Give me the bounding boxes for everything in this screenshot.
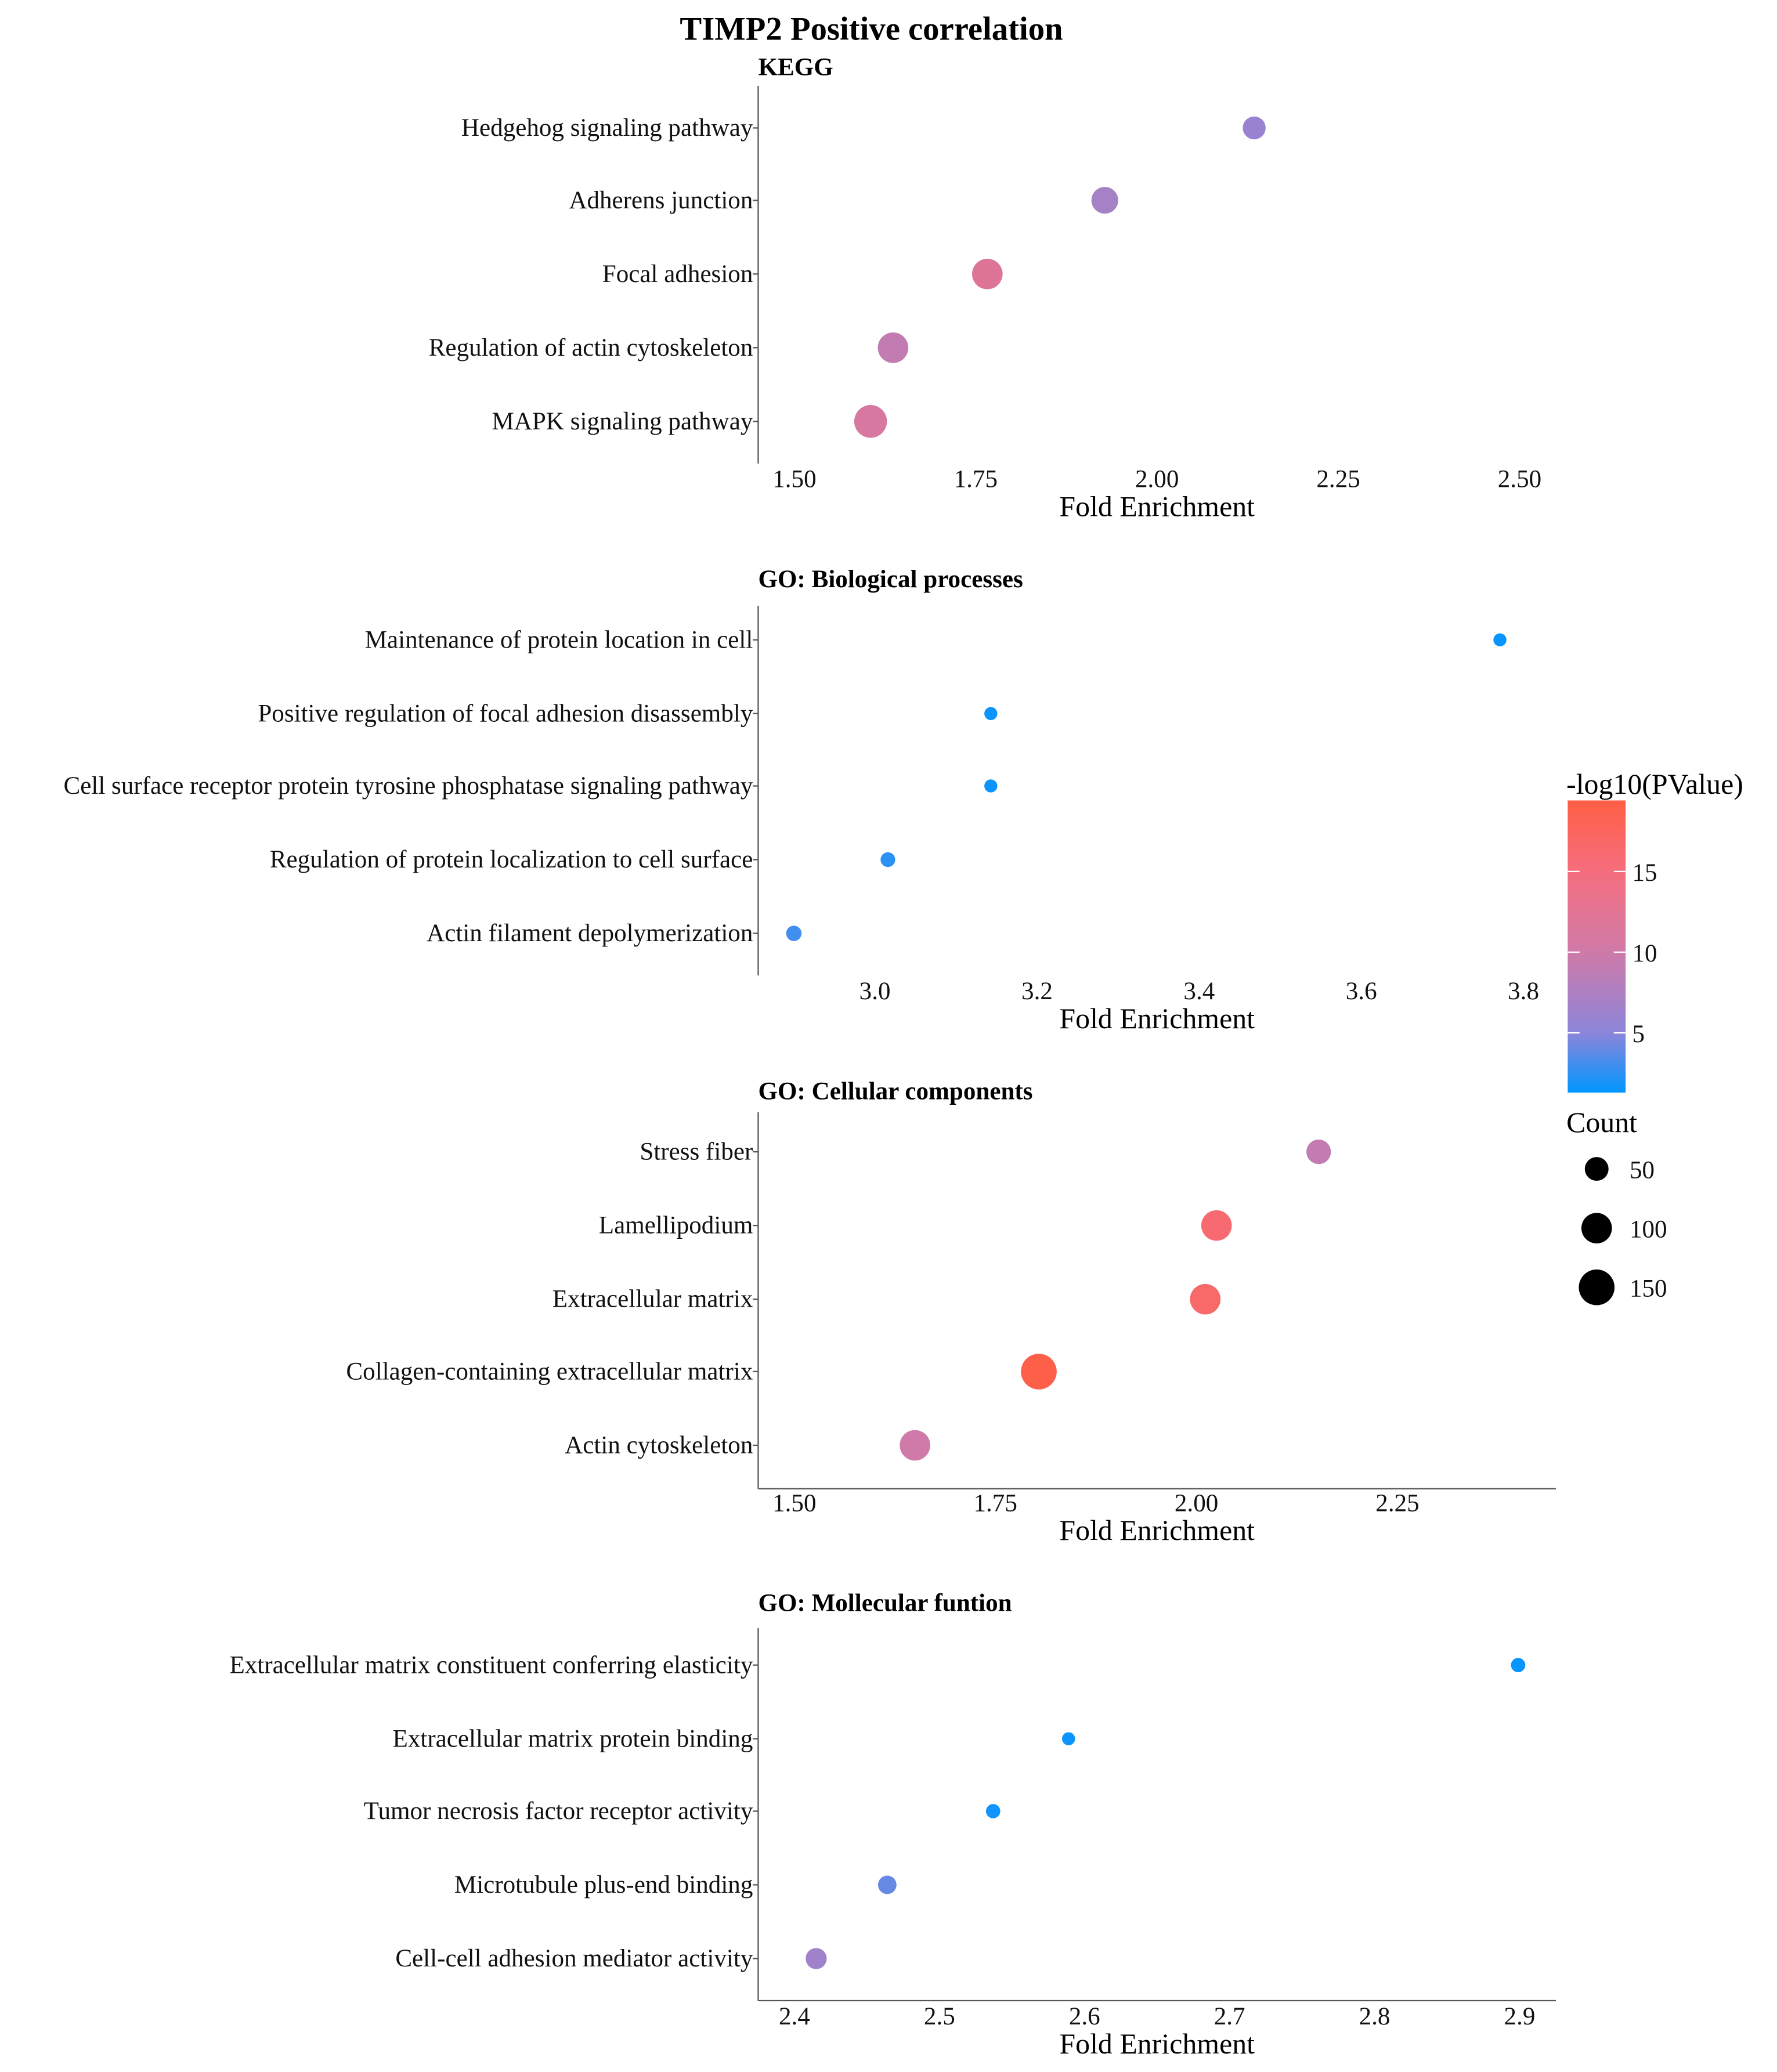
panel-3: GO: Mollecular funtion 2.4 2.5 2.6 2.7 2.8 2.9… <box>229 1590 1556 2060</box>
x-tick-label: 2.4 <box>779 2003 810 2030</box>
data-point <box>900 1430 930 1461</box>
panel-title: KEGG <box>758 54 833 81</box>
data-point <box>985 1804 1001 1818</box>
panel-1: GO: Biological processes 3.0 3.2 3.4 3.6 3.8 F… <box>64 566 1540 1035</box>
data-point <box>1201 1210 1232 1241</box>
y-tick-label: Regulation of actin cytoskeleton <box>429 334 753 361</box>
data-point <box>1511 1658 1526 1673</box>
colorbar-tick-label: 10 <box>1632 940 1657 967</box>
x-tick-label: 2.50 <box>1498 466 1541 493</box>
x-tick-label: 2.8 <box>1359 2003 1390 2030</box>
colorbar-tick-label: 5 <box>1632 1021 1645 1048</box>
x-axis-label: Fold Enrichment <box>1059 1514 1255 1546</box>
data-point <box>984 779 998 793</box>
y-tick-label: Cell-cell adhesion mediator activity <box>395 1945 753 1972</box>
y-tick-label: Actin filament depolymerization <box>427 920 753 947</box>
data-point <box>877 332 909 363</box>
y-tick-label: Regulation of protein localization to ce… <box>270 846 753 873</box>
colorbar <box>1567 800 1626 1093</box>
panel-0: KEGG 1.50 1.75 2.00 2.25 2.50 Fold Enrichment H… <box>429 54 1541 523</box>
size-legend-label: 100 <box>1630 1216 1667 1243</box>
x-tick-label: 1.75 <box>974 1489 1017 1517</box>
size-legend-dot <box>1584 1157 1609 1181</box>
data-point <box>806 1948 827 1969</box>
x-tick-label: 2.7 <box>1214 2003 1245 2030</box>
x-tick-label: 3.8 <box>1508 978 1539 1005</box>
color-legend-title: -log10(PValue) <box>1566 768 1743 800</box>
x-tick-label: 1.50 <box>772 1489 816 1517</box>
x-tick-label: 2.00 <box>1175 1489 1218 1517</box>
colorbar-tick-label: 15 <box>1632 859 1657 887</box>
y-tick-label: Actin cytoskeleton <box>565 1432 753 1459</box>
x-axis-label: Fold Enrichment <box>1059 491 1255 523</box>
size-legend-label: 150 <box>1630 1275 1667 1303</box>
size-legend-dot <box>1579 1269 1615 1306</box>
y-tick-label: Focal adhesion <box>602 261 753 288</box>
y-tick-label: Stress fiber <box>640 1138 753 1166</box>
y-tick-label: Maintenance of protein location in cell <box>365 626 753 653</box>
y-tick-label: Cell surface receptor protein tyrosine p… <box>64 772 753 800</box>
x-axis-label: Fold Enrichment <box>1059 1003 1255 1035</box>
x-tick-label: 1.50 <box>772 466 816 493</box>
data-point <box>984 707 998 721</box>
x-tick-label: 1.75 <box>954 466 998 493</box>
panel-2: GO: Cellular components 1.50 1.75 2.00 2.25 F… <box>346 1077 1556 1546</box>
size-legend-dot <box>1581 1213 1612 1243</box>
panel-title: GO: Mollecular funtion <box>758 1590 1012 1617</box>
y-tick-label: Microtubule plus-end binding <box>454 1871 753 1899</box>
y-tick-label: Extracellular matrix <box>552 1286 753 1313</box>
data-point <box>971 258 1003 290</box>
chart-title: TIMP2 Positive correlation <box>680 11 1063 48</box>
y-tick-label: Hedgehog signaling pathway <box>461 114 753 142</box>
data-point <box>1306 1139 1331 1165</box>
x-tick-label: 3.4 <box>1183 978 1215 1005</box>
size-legend-label: 50 <box>1630 1156 1655 1184</box>
x-tick-label: 2.25 <box>1316 466 1360 493</box>
y-tick-label: Collagen-containing extracellular matrix <box>346 1358 753 1385</box>
panel-title: GO: Biological processes <box>758 566 1023 593</box>
x-tick-label: 3.0 <box>859 978 891 1005</box>
y-tick-label: Extracellular matrix constituent conferr… <box>229 1651 753 1679</box>
x-tick-label: 2.00 <box>1135 466 1179 493</box>
y-tick-label: Extracellular matrix protein binding <box>393 1725 753 1752</box>
data-point <box>1091 187 1118 214</box>
x-tick-label: 3.2 <box>1021 978 1053 1005</box>
y-tick-label: Lamellipodium <box>599 1212 753 1239</box>
legend: -log10(PValue) 5 10 15 Count 50 100 150 <box>1566 768 1743 1306</box>
data-point <box>1243 116 1266 140</box>
panel-title: GO: Cellular components <box>758 1077 1032 1105</box>
y-tick-label: Adherens junction <box>569 187 753 214</box>
y-tick-label: Positive regulation of focal adhesion di… <box>258 700 753 727</box>
x-tick-label: 2.9 <box>1504 2003 1536 2030</box>
x-tick-label: 3.6 <box>1346 978 1377 1005</box>
y-tick-label: MAPK signaling pathway <box>492 408 753 435</box>
data-point <box>880 852 895 867</box>
data-point <box>877 1875 897 1894</box>
x-tick-label: 2.6 <box>1069 2003 1100 2030</box>
data-point <box>1021 1354 1057 1390</box>
size-legend-title: Count <box>1566 1106 1637 1138</box>
data-point <box>1493 633 1507 647</box>
x-tick-label: 2.25 <box>1375 1489 1419 1517</box>
y-tick-label: Tumor necrosis factor receptor activity <box>364 1798 753 1825</box>
data-point <box>1190 1283 1221 1315</box>
data-point <box>1062 1732 1075 1745</box>
data-point <box>786 925 802 941</box>
x-axis-label: Fold Enrichment <box>1059 2028 1255 2060</box>
x-tick-label: 2.5 <box>924 2003 955 2030</box>
data-point <box>854 405 887 438</box>
